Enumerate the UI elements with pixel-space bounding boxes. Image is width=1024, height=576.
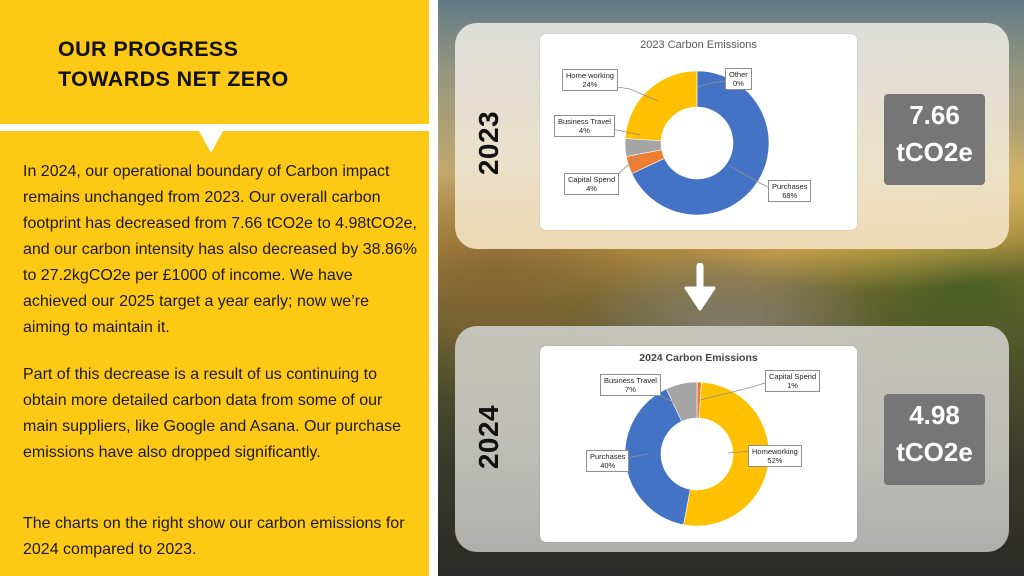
donut-slice-business-travel xyxy=(665,381,698,422)
chart-title-2023: 2023 Carbon Emissions xyxy=(640,39,757,51)
donut-slice-purchases xyxy=(631,70,770,216)
pointer-notch xyxy=(199,131,223,153)
donut-chart-2023 xyxy=(601,70,770,216)
stat-unit-2023: tCO2e xyxy=(896,137,973,167)
year-label-2024: 2024 xyxy=(473,404,504,470)
donut-slice-home-working xyxy=(624,70,698,142)
stat-unit-2024: tCO2e xyxy=(896,437,973,467)
chart-2023: 2023 Carbon Emissions Home working 24% Ot… xyxy=(540,34,857,230)
panel-separator xyxy=(429,0,438,576)
total-emissions-2023: 7.66 tCO2e xyxy=(884,94,985,185)
callout-other-2023: Other 0% xyxy=(725,68,752,90)
callout-purchases-2023: Purchases 68% xyxy=(768,180,812,202)
paragraph-reason: Part of this decrease is a result of us … xyxy=(23,366,401,461)
callout-home-working-2023: Home working 24% xyxy=(562,69,618,91)
paragraph-chart-note: The charts on the right show our carbon … xyxy=(23,515,405,558)
total-emissions-2024: 4.98 tCO2e xyxy=(884,394,985,485)
paragraph-summary: In 2024, our operational boundary of Car… xyxy=(23,163,418,336)
callout-purchases-2024: Purchases 40% xyxy=(586,450,630,472)
callout-business-travel-2024: Business Travel 7% xyxy=(600,374,661,396)
year-label-2023: 2023 xyxy=(473,110,504,176)
chart-2024: 2024 Carbon Emissions Business Travel 7% … xyxy=(540,346,857,542)
callout-homeworking-2024: Homeworking 52% xyxy=(748,445,802,467)
callout-business-travel-2023: Business Travel 4% xyxy=(554,115,615,137)
page-title: OUR PROGRESS TOWARDS NET ZERO xyxy=(58,34,398,94)
callout-capital-spend-2023: Capital Spend 4% xyxy=(564,173,620,195)
title-banner xyxy=(0,0,429,124)
title-line-1: OUR PROGRESS xyxy=(58,37,239,61)
chart-title-2024: 2024 Carbon Emissions xyxy=(639,352,758,364)
arrow-down-icon xyxy=(684,263,716,311)
stat-value-2023: 7.66 xyxy=(909,100,960,130)
stat-value-2024: 4.98 xyxy=(909,400,960,430)
donut-slice-homeworking xyxy=(683,381,770,527)
title-line-2: TOWARDS NET ZERO xyxy=(58,67,289,91)
text-panel xyxy=(0,131,429,576)
callout-capital-spend-2024: Capital Spend 1% xyxy=(765,370,821,392)
